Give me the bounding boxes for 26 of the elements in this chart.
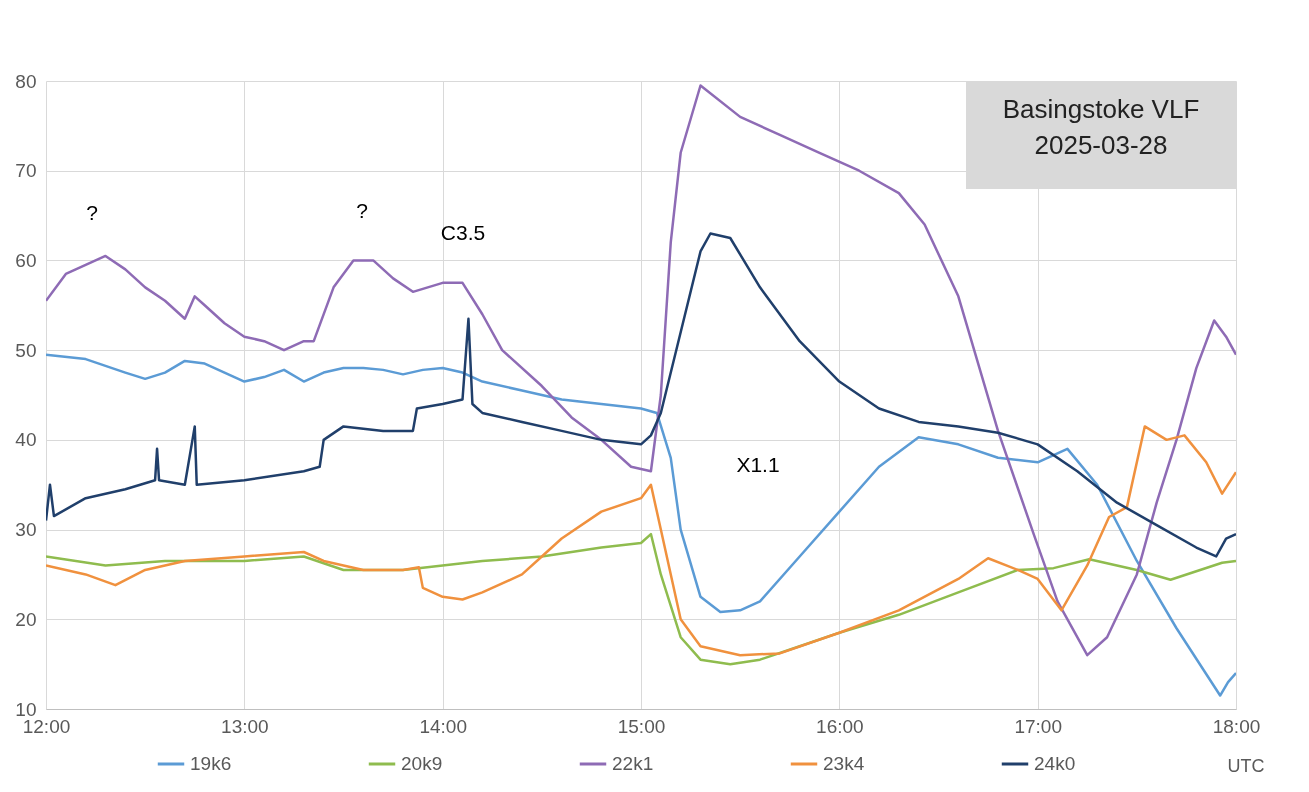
x-tick-label: 17:00 <box>1014 715 1062 737</box>
y-tick-label: 40 <box>15 429 37 451</box>
legend-label: 19k6 <box>190 753 232 774</box>
annotation: Basingstoke VLF 2025-03-28 <box>1002 94 1200 160</box>
y-tick-label: 30 <box>15 519 37 541</box>
y-tick-label: 50 <box>15 339 37 361</box>
x-tick-label: 14:00 <box>419 715 467 737</box>
y-tick-label: 20 <box>15 608 37 630</box>
y-tick-label: 70 <box>15 160 37 182</box>
legend-label: 22k1 <box>612 753 654 774</box>
legend-label: 20k9 <box>401 753 443 774</box>
x-tick-label: 16:00 <box>816 715 864 737</box>
annotation: ? <box>86 201 98 224</box>
line-series <box>46 353 1236 697</box>
y-tick-label: 80 <box>15 70 37 92</box>
y-tick-label: 60 <box>15 249 37 271</box>
annotation: C3.5 <box>440 221 486 244</box>
x-tick-label: 15:00 <box>617 715 666 737</box>
line-series <box>46 425 1236 657</box>
legend-label: 23k4 <box>823 753 865 774</box>
annotation: ? <box>356 199 368 222</box>
legend-label: 24k0 <box>1034 753 1076 774</box>
x-axis-title: UTC <box>1227 755 1265 776</box>
annotation: X1.1 <box>736 453 780 476</box>
x-tick-label: 18:00 <box>1212 715 1261 737</box>
x-tick-label: 13:00 <box>221 715 269 737</box>
